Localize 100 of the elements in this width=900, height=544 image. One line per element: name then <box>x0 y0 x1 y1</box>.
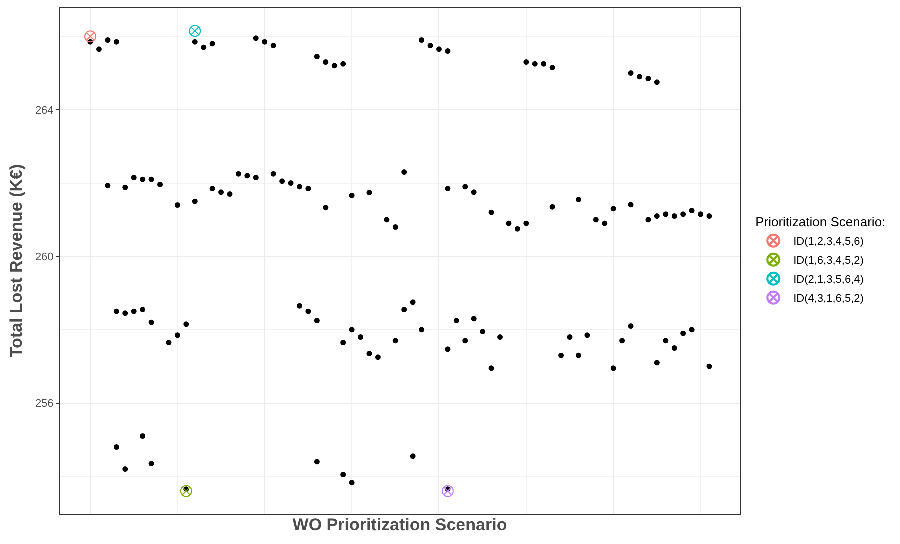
point <box>288 180 294 186</box>
point <box>244 173 250 179</box>
point <box>646 217 652 223</box>
point <box>306 308 312 314</box>
point <box>96 46 102 52</box>
point <box>105 38 111 44</box>
point <box>140 434 146 440</box>
point <box>384 217 390 223</box>
point <box>628 202 634 208</box>
point <box>236 171 242 177</box>
point <box>210 186 216 192</box>
point <box>306 186 312 192</box>
point <box>189 25 202 38</box>
point <box>340 340 346 346</box>
point <box>158 182 164 188</box>
point <box>349 192 355 198</box>
point <box>488 210 494 216</box>
point <box>445 346 451 352</box>
point <box>706 364 712 370</box>
point <box>392 338 398 344</box>
point <box>593 217 599 223</box>
point <box>332 63 338 69</box>
point <box>323 205 329 211</box>
point <box>262 39 268 45</box>
point <box>114 444 120 450</box>
point <box>402 170 408 176</box>
x-axis-title: WO Prioritization Scenario <box>292 515 508 534</box>
point <box>672 214 678 220</box>
point <box>550 204 556 210</box>
point <box>488 366 494 372</box>
point <box>445 186 451 192</box>
point <box>210 41 216 47</box>
point <box>550 65 556 71</box>
point <box>454 318 460 324</box>
point <box>174 202 180 208</box>
point <box>184 322 190 328</box>
point <box>442 485 454 498</box>
point <box>532 61 538 67</box>
point <box>646 76 652 82</box>
point <box>471 316 477 322</box>
point <box>663 212 669 218</box>
point <box>349 480 355 486</box>
point <box>514 226 520 232</box>
point <box>349 327 355 333</box>
point <box>218 190 224 196</box>
point <box>148 461 154 467</box>
point <box>131 175 137 181</box>
legend-label: ID(1,2,3,4,5,6) <box>794 236 864 248</box>
point <box>524 60 530 66</box>
point <box>663 338 669 344</box>
point <box>654 214 660 220</box>
point <box>280 178 286 184</box>
point <box>506 220 512 226</box>
point <box>323 60 329 66</box>
point <box>654 80 660 86</box>
point <box>366 351 372 357</box>
point <box>410 300 416 306</box>
point <box>689 208 695 214</box>
point <box>270 171 276 177</box>
point <box>180 485 192 498</box>
point <box>253 36 259 42</box>
point <box>567 334 573 340</box>
point <box>253 175 259 181</box>
point <box>340 61 346 67</box>
point <box>541 61 547 67</box>
point <box>296 184 302 190</box>
point <box>436 46 442 52</box>
point <box>375 354 381 360</box>
point <box>689 327 695 333</box>
point <box>140 307 146 313</box>
point <box>314 318 320 324</box>
point <box>654 360 660 366</box>
y-axis-title: Total Lost Revenue (K€) <box>6 164 26 358</box>
point <box>392 224 398 230</box>
point <box>192 39 198 45</box>
point <box>462 184 468 190</box>
point <box>445 48 451 54</box>
point <box>114 308 120 314</box>
point <box>680 330 686 336</box>
point <box>410 454 416 460</box>
point <box>296 303 302 309</box>
point <box>122 184 128 190</box>
point <box>672 346 678 352</box>
point <box>610 366 616 372</box>
y-tick-label: 260 <box>35 251 54 264</box>
point <box>314 459 320 465</box>
point <box>576 197 582 203</box>
point <box>602 220 608 226</box>
point <box>340 472 346 478</box>
point <box>498 334 504 340</box>
point <box>558 352 564 358</box>
point <box>584 332 590 338</box>
point <box>201 44 207 50</box>
point <box>314 54 320 60</box>
point <box>84 30 97 43</box>
point <box>419 327 425 333</box>
point <box>419 38 425 44</box>
point <box>628 70 634 76</box>
point <box>227 192 233 198</box>
point <box>576 352 582 358</box>
